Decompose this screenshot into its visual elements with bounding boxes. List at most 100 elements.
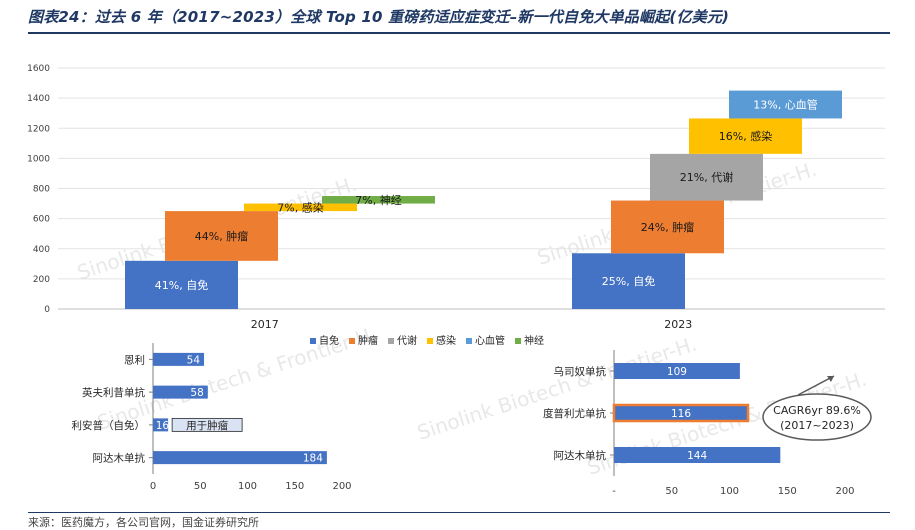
bar-0: [153, 352, 205, 366]
annotation-text: 用于肿瘤: [186, 419, 228, 432]
annotation-box: [171, 417, 243, 432]
legend-swatch-5: [515, 338, 521, 344]
y-tick-label-5: 1000: [27, 154, 50, 164]
bar-segment-2017-感染: [244, 203, 357, 212]
category-label-0: 乌司奴单抗: [554, 365, 607, 378]
data-label-2017-感染: 7%, 感染: [277, 200, 323, 214]
value-label-1: 58: [190, 387, 203, 399]
value-label-2: 144: [687, 450, 707, 462]
bar-chart-2023-autoimmune: - 50 100 150 200 乌司奴单抗 109 度普利尤单抗 116 阿达木单抗 144 CAG…: [543, 350, 872, 497]
title-rule: [28, 32, 890, 34]
bar-1: [153, 385, 208, 399]
stacked-area-chart: 0 200 400 600 800 1000 1200 1400 1600 41%, 自免 44%,…: [27, 64, 885, 331]
bar-segment-2017-神经: [322, 196, 435, 204]
legend-swatch-1: [349, 338, 355, 344]
value-label-0: 54: [187, 354, 201, 366]
y-tick-label-4: 800: [33, 185, 50, 195]
bar-3: [153, 451, 327, 465]
bar-row-1: 度普利尤单抗 116: [543, 403, 750, 423]
bar-row-0: 恩利 54: [124, 352, 205, 366]
cagr-callout: CAGR6yr 89.6% (2017~2023): [762, 375, 872, 441]
bar-segment-2023-代谢: [650, 153, 763, 201]
chart-legend: 自免 肿瘤 代谢 感染 心血管 神经: [310, 334, 544, 347]
x-tick-label-4: 200: [332, 481, 351, 492]
cagr-line-1: CAGR6yr 89.6%: [773, 404, 861, 417]
y-tick-label-6: 1200: [27, 124, 50, 134]
bar-1: [612, 403, 750, 423]
bar-row-2: 阿达木单抗 144: [554, 447, 781, 463]
x-tick-label-2: 100: [720, 486, 739, 497]
x-tick-label-2017: 2017: [251, 318, 279, 331]
category-label-2: 利安普（自免）: [72, 419, 146, 432]
data-label-2023-肿瘤: 24%, 肿瘤: [641, 220, 694, 234]
legend-swatch-2: [388, 338, 394, 344]
bar-chart-2017-autoimmune: 0 50 100 150 200 恩利 54 英夫利昔单抗 58 利安普（自免） 16 用于肿瘤阿达木…: [72, 343, 352, 492]
cagr-arrow-head: [827, 376, 834, 382]
legend-swatch-3: [427, 338, 433, 344]
legend-item-2: 代谢: [388, 334, 417, 347]
legend-label-4: 心血管: [475, 334, 505, 347]
x-tick-label-3: 150: [778, 486, 797, 497]
bar-2: [614, 447, 781, 463]
source-note: 来源：医药魔方，各公司官网，国金证券研究所: [28, 516, 259, 529]
legend-label-3: 感染: [436, 334, 456, 347]
bar-group-2017: 41%, 自免 44%, 肿瘤 7%, 感染 7%, 神经: [125, 193, 435, 309]
legend-label-2: 代谢: [397, 334, 417, 347]
legend-item-0: 自免: [310, 334, 339, 347]
bar-row-0: 乌司奴单抗 109: [554, 363, 740, 379]
x-tick-label-4: 200: [835, 486, 854, 497]
data-label-2023-感染: 16%, 感染: [719, 129, 772, 143]
bar-segment-2017-肿瘤: [165, 211, 278, 261]
y-tick-label-3: 600: [33, 215, 50, 225]
bar-segment-2023-感染: [689, 118, 802, 154]
cagr-ellipse: [762, 393, 872, 441]
chart-title: 图表24：过去 6 年（2017~2023）全球 Top 10 重磅药适应症变迁…: [28, 8, 730, 26]
category-label-1: 度普利尤单抗: [543, 407, 606, 420]
bar-2: [153, 418, 169, 432]
category-label-3: 阿达木单抗: [93, 452, 146, 465]
category-label-2: 阿达木单抗: [554, 449, 607, 462]
x-tick-label-1: 50: [665, 486, 678, 497]
y-tick-label-0: 0: [44, 305, 50, 315]
watermark-text-1: Sinolink Biotech & Frontier-H.: [414, 332, 699, 445]
x-tick-label-1: 50: [194, 481, 207, 492]
y-tick-label-1: 200: [33, 275, 50, 285]
legend-item-4: 心血管: [466, 334, 505, 347]
x-tick-label-2: 100: [238, 481, 257, 492]
x-tick-label-2023: 2023: [664, 318, 692, 331]
y-tick-label-8: 1600: [27, 64, 50, 74]
bar-0: [614, 363, 740, 379]
data-label-2023-自免: 25%, 自免: [602, 274, 655, 288]
y-tick-label-2: 400: [33, 245, 50, 255]
cagr-arrow-shaft: [797, 375, 835, 396]
value-label-0: 109: [667, 366, 687, 378]
footer-rule: [28, 512, 890, 513]
legend-swatch-4: [466, 338, 472, 344]
data-label-2023-代谢: 21%, 代谢: [680, 170, 733, 184]
data-label-2017-自免: 41%, 自免: [155, 278, 208, 292]
bar-segment-2023-心血管: [729, 90, 842, 119]
value-label-3: 184: [303, 453, 323, 465]
bar-row-3: 阿达木单抗 184: [93, 451, 327, 465]
data-label-2017-肿瘤: 44%, 肿瘤: [195, 229, 248, 243]
y-tick-label-7: 1400: [27, 94, 50, 104]
bar-group-2023: 25%, 自免 24%, 肿瘤 21%, 代谢 16%, 感染 13%, 心血管: [572, 90, 842, 309]
data-label-2023-心血管: 13%, 心血管: [753, 98, 817, 112]
legend-label-1: 肿瘤: [358, 334, 378, 347]
data-label-2017-神经: 7%, 神经: [355, 193, 401, 207]
cagr-line-2: (2017~2023): [780, 419, 854, 432]
legend-item-3: 感染: [427, 334, 456, 347]
x-tick-label-3: 150: [285, 481, 304, 492]
value-label-1: 116: [671, 408, 691, 420]
value-label-2: 16: [156, 420, 170, 432]
legend-item-5: 神经: [515, 334, 544, 347]
bar-row-1: 英夫利昔单抗 58: [82, 385, 208, 399]
bar-segment-2023-自免: [572, 253, 685, 309]
bar-segment-2017-自免: [125, 260, 238, 309]
legend-item-1: 肿瘤: [349, 334, 378, 347]
x-tick-label-0: -: [612, 486, 616, 497]
bar-row-2: 利安普（自免） 16 用于肿瘤: [72, 417, 243, 432]
legend-swatch-0: [310, 338, 316, 344]
x-tick-label-0: 0: [150, 481, 156, 492]
legend-label-0: 自免: [319, 334, 339, 347]
